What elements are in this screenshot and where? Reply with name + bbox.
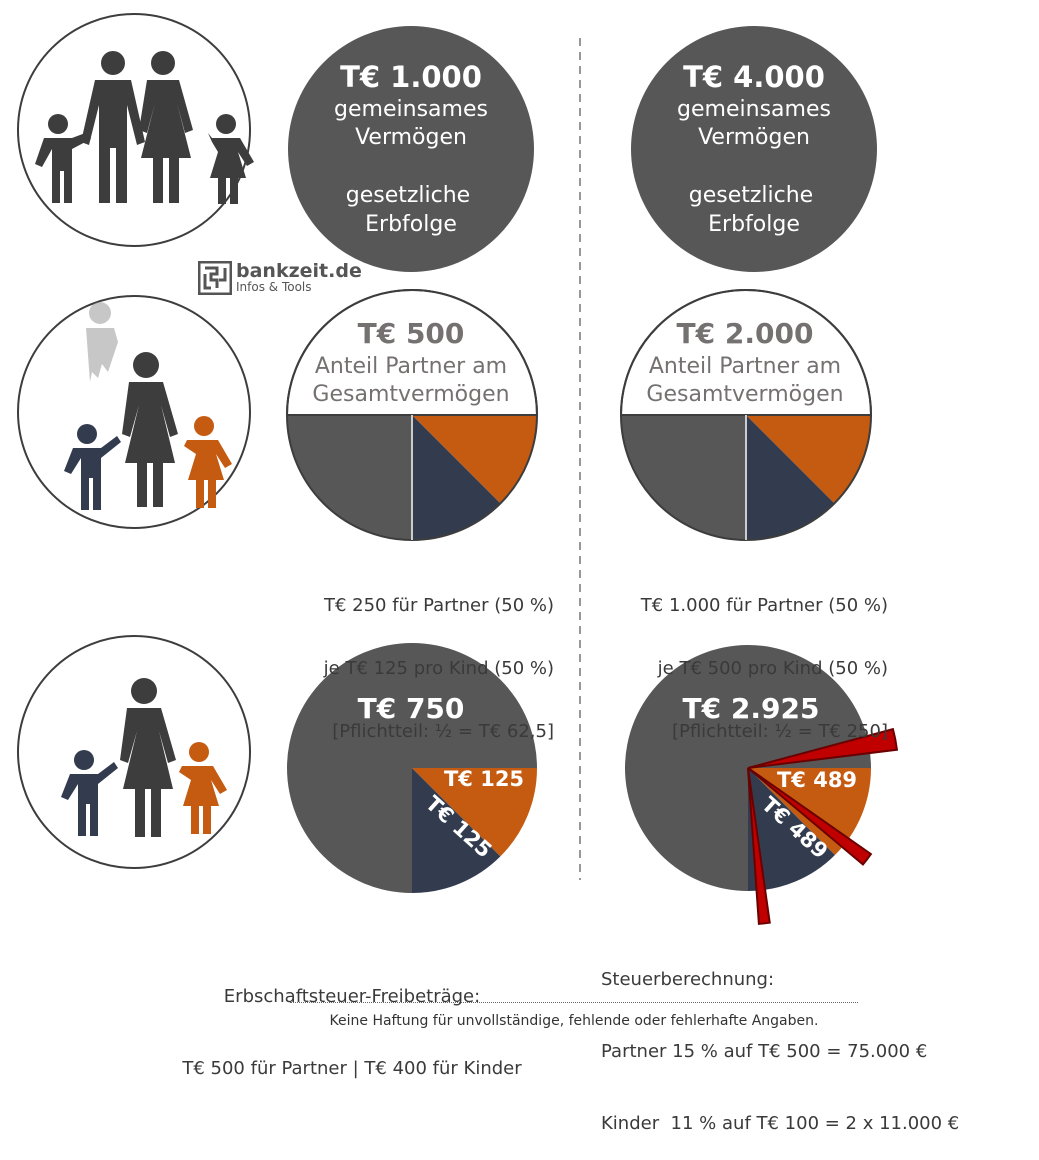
logo-brand: bankzeit.de — [236, 260, 362, 282]
footer-divider — [290, 1002, 858, 1003]
inherit-child1-right: T€ 489 — [777, 768, 857, 792]
estate-amount-right: T€ 4.000 — [683, 60, 825, 94]
tax-title: Steuerberechnung: — [601, 969, 775, 990]
tax-children: Kinder 11 % auf T€ 100 = 2 x 11.000 € — [601, 1113, 960, 1134]
partner-line2-right: Gesamtvermögen — [646, 382, 843, 407]
daughter-inheritance-slice — [412, 768, 537, 857]
estate-line4-right: Erbfolge — [708, 212, 800, 237]
partner-share-pie-left — [285, 289, 539, 541]
inheritance-pie-right — [625, 645, 899, 925]
estate-line1-left: gemeinsames — [334, 97, 488, 122]
estate-line3-right: gesetzliche — [689, 183, 813, 208]
estate-line2-left: Vermögen — [355, 125, 467, 150]
inheritance-pie-left — [287, 643, 537, 893]
child-tax-slice — [747, 767, 771, 925]
daughter-icon — [184, 416, 232, 508]
inherit-child1-left: T€ 125 — [444, 767, 524, 791]
bereaved-family-circle — [17, 295, 251, 529]
distribution-line: je T€ 125 pro Kind (50 %) — [323, 658, 554, 679]
estate-line4-left: Erbfolge — [365, 212, 457, 237]
distribution-line: [Pflichtteil: ½ = T€ 250] — [671, 721, 888, 742]
logo-tagline: Infos & Tools — [236, 280, 312, 294]
child-share-slice — [746, 415, 871, 504]
disclaimer: Keine Haftung für unvollständige, fehlen… — [329, 1013, 819, 1029]
mother-icon — [122, 352, 178, 507]
distribution-line: T€ 250 für Partner (50 %) — [323, 595, 554, 616]
partner-amount-right: T€ 2.000 — [677, 317, 814, 350]
partner-line1-right: Anteil Partner am — [649, 354, 841, 379]
estate-amount-left: T€ 1.000 — [340, 60, 482, 94]
partner-share-pie-right — [619, 289, 873, 541]
family-circle — [17, 13, 254, 247]
child-share-slice — [412, 415, 501, 540]
distribution-left: T€ 250 für Partner (50 %) je T€ 125 pro … — [268, 553, 554, 763]
deceased-share-slice — [621, 415, 746, 540]
daughter-icon — [179, 742, 227, 834]
deceased-partner-icon — [86, 302, 118, 382]
partner-tax-slice — [747, 727, 899, 769]
daughter-icon — [208, 114, 254, 204]
son-inheritance-slice — [412, 768, 501, 893]
allowances-title: Erbschaftsteuer-Freibeträge: — [223, 986, 481, 1007]
maze-logo-icon — [198, 261, 232, 295]
partner-amount-left: T€ 500 — [358, 317, 465, 350]
distribution-line: je T€ 500 pro Kind (50 %) — [657, 658, 888, 679]
mother-icon — [120, 678, 176, 837]
inherit-total-left: T€ 750 — [358, 692, 465, 725]
partner-line2-left: Gesamtvermögen — [312, 382, 509, 407]
son-inheritance-slice — [748, 768, 835, 891]
son-icon — [35, 114, 91, 203]
estate-circle-right — [631, 26, 877, 272]
inherit-total-right: T€ 2.925 — [683, 692, 820, 725]
inheritance-diagram: T€ 1.000 gemeinsames Vermögen gesetzlich… — [17, 13, 899, 925]
estate-line1-right: gemeinsames — [677, 97, 831, 122]
father-icon — [81, 51, 145, 203]
tax-calculation: Steuerberechnung: Partner 15 % auf T€ 50… — [601, 920, 1021, 1160]
estate-circle-left — [288, 26, 534, 272]
distribution-right: T€ 1.000 für Partner (50 %) je T€ 500 pr… — [598, 553, 888, 763]
child-share-slice — [412, 415, 537, 504]
child-share-slice — [746, 415, 835, 540]
heirs-circle — [17, 635, 251, 869]
estate-line3-left: gesetzliche — [346, 183, 470, 208]
allowances-values: T€ 500 für Partner | T€ 400 für Kinder — [182, 1058, 522, 1079]
deceased-share-slice — [287, 415, 412, 540]
partner-line1-left: Anteil Partner am — [315, 354, 507, 379]
tax-partner: Partner 15 % auf T€ 500 = 75.000 € — [601, 1041, 928, 1062]
child-tax-slice — [747, 767, 873, 866]
estate-line2-right: Vermögen — [698, 125, 810, 150]
son-icon — [61, 750, 118, 836]
distribution-line: [Pflichtteil: ½ = T€ 62,5] — [332, 721, 554, 742]
distribution-line: T€ 1.000 für Partner (50 %) — [640, 595, 888, 616]
son-icon — [64, 424, 121, 510]
mother-icon — [139, 51, 193, 203]
